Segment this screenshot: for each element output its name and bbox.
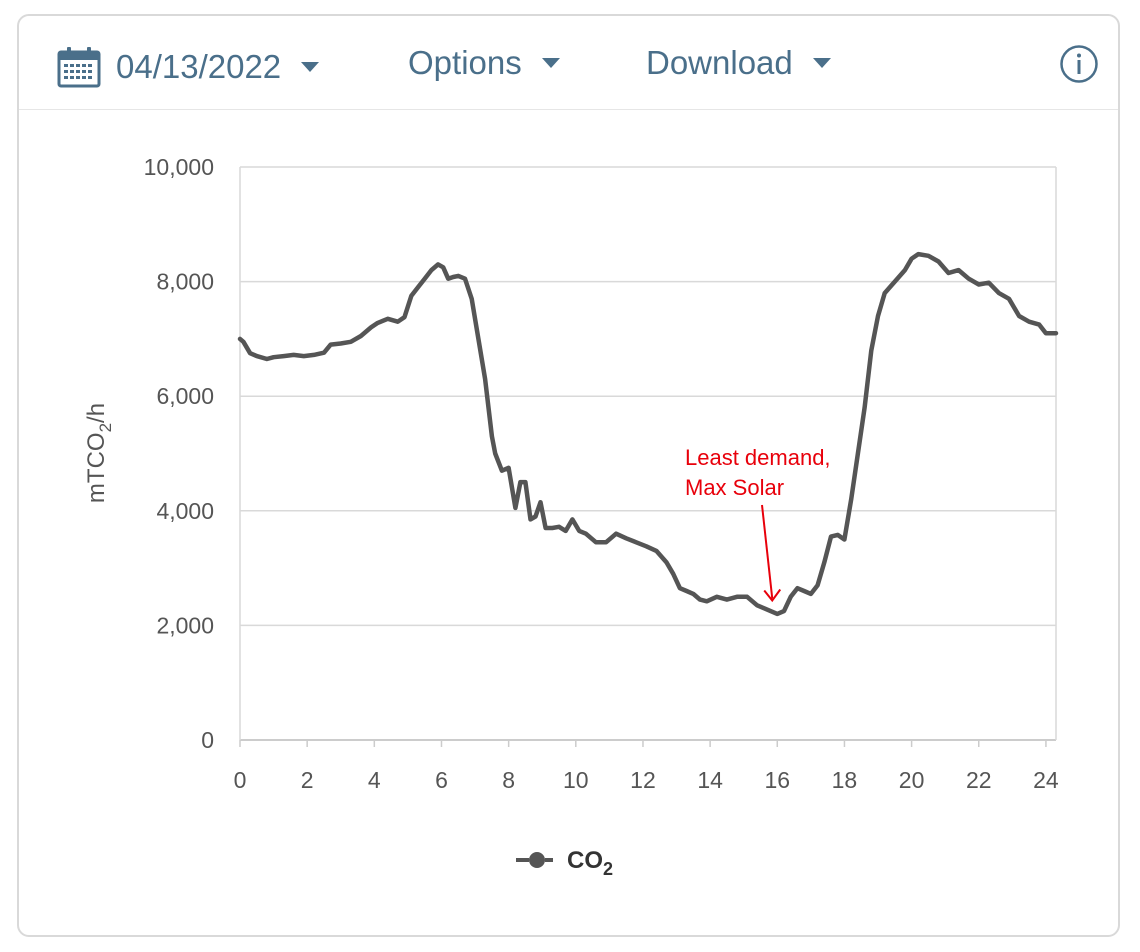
- y-tick-label: 6,000: [156, 383, 214, 409]
- x-tick-label: 20: [899, 767, 925, 793]
- x-tick-label: 18: [832, 767, 858, 793]
- date-label: 04/13/2022: [116, 48, 282, 85]
- chevron-down-icon: [301, 62, 320, 72]
- legend-marker: [529, 852, 545, 868]
- x-tick-label: 24: [1033, 767, 1059, 793]
- x-tick-label: 16: [764, 767, 790, 793]
- x-tick-label: 0: [234, 767, 247, 793]
- annotation-line-2: Max Solar: [685, 475, 784, 500]
- options-menu-button[interactable]: Options: [408, 44, 560, 82]
- y-axis-label: mTCO2/h: [83, 403, 115, 503]
- legend-label: CO2: [567, 847, 613, 879]
- y-tick-label: 10,000: [144, 154, 214, 180]
- info-icon[interactable]: [1059, 44, 1099, 84]
- calendar-icon: [57, 47, 101, 88]
- y-tick-label: 0: [201, 727, 214, 753]
- annotation-arrowhead: [763, 588, 782, 603]
- y-tick-label: 2,000: [156, 612, 214, 638]
- x-tick-label: 6: [435, 767, 448, 793]
- date-picker-button[interactable]: 04/13/2022: [56, 44, 320, 90]
- x-tick-label: 12: [630, 767, 656, 793]
- y-tick-label: 8,000: [156, 269, 214, 295]
- x-tick-label: 22: [966, 767, 992, 793]
- x-tick-label: 2: [301, 767, 314, 793]
- options-label: Options: [408, 44, 522, 81]
- x-tick-label: 4: [368, 767, 381, 793]
- x-tick-label: 8: [502, 767, 515, 793]
- chart-card: 04/13/2022 Options Download: [17, 14, 1120, 937]
- y-tick-label: 4,000: [156, 498, 214, 524]
- chevron-down-icon: [541, 58, 560, 68]
- co2-series-line: [237, 251, 1059, 617]
- toolbar: 04/13/2022 Options Download: [19, 16, 1118, 110]
- x-tick-label: 14: [697, 767, 723, 793]
- x-tick-label: 10: [563, 767, 589, 793]
- annotation-arrow: [761, 504, 774, 599]
- chevron-down-icon: [812, 58, 831, 68]
- download-menu-button[interactable]: Download: [646, 44, 831, 82]
- annotation-line-1: Least demand,: [685, 445, 831, 470]
- download-label: Download: [646, 44, 793, 81]
